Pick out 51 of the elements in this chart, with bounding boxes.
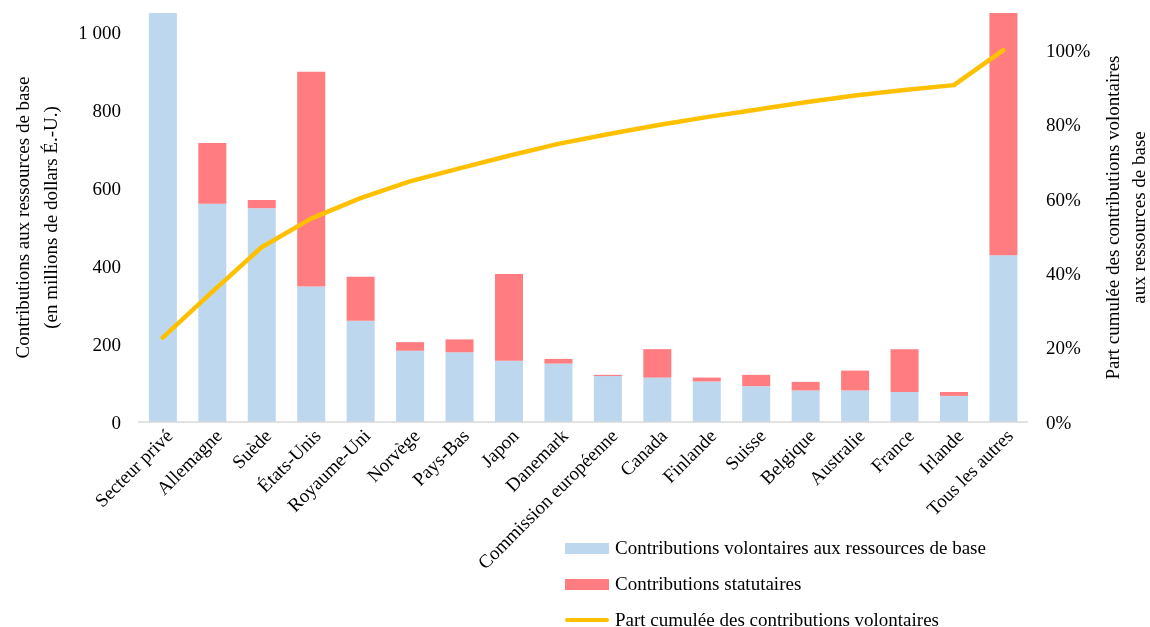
bar	[742, 374, 771, 387]
bar	[890, 349, 919, 393]
bar	[791, 381, 820, 391]
legend-label: Contributions statutaires	[615, 573, 802, 595]
bar	[297, 286, 326, 422]
y2-tick-label: 0%	[1046, 411, 1072, 433]
y-tick-label: 0	[111, 411, 121, 433]
bar	[148, 13, 177, 422]
bar	[643, 349, 672, 378]
bar	[989, 255, 1018, 422]
y-tick-label: 200	[92, 333, 121, 355]
y-tick-label: 1 000	[78, 22, 121, 44]
bar	[198, 143, 227, 204]
bar	[396, 350, 425, 422]
bar	[247, 208, 276, 422]
bar	[939, 392, 968, 396]
bar	[890, 392, 919, 422]
bar	[445, 339, 474, 353]
bar	[989, 13, 1018, 256]
legend-label: Part cumulée des contributions volontaires	[615, 609, 939, 627]
bar	[544, 363, 573, 422]
y-tick-label: 600	[92, 178, 121, 200]
bar	[791, 390, 820, 422]
bar	[346, 276, 375, 321]
bar	[494, 360, 523, 422]
legend-label: Contributions volontaires aux ressources de base	[615, 537, 986, 559]
y-axis-title: Contributions aux ressources de base (en millions de dollars É.-U.)	[11, 76, 62, 359]
y2-axis-title: Part cumulée des contributions volontaires aux ressources de base	[1101, 55, 1149, 380]
y-tick-label: 800	[92, 100, 121, 122]
bar	[297, 71, 326, 287]
bar	[445, 352, 474, 422]
bar	[742, 386, 771, 422]
bar	[939, 395, 968, 422]
bar	[247, 199, 276, 209]
bar	[494, 273, 523, 361]
bar	[396, 342, 425, 351]
bar	[593, 376, 622, 422]
y2-tick-label: 100%	[1046, 39, 1091, 61]
y-tick-label: 400	[92, 255, 121, 277]
y2-tick-label: 80%	[1046, 114, 1081, 136]
bar	[198, 203, 227, 422]
bar	[841, 390, 870, 422]
bar	[841, 370, 870, 391]
bar	[544, 358, 573, 364]
bar	[346, 320, 375, 422]
bar	[643, 377, 672, 422]
bar	[692, 381, 721, 422]
y2-tick-label: 40%	[1046, 263, 1081, 285]
y2-tick-label: 20%	[1046, 337, 1081, 359]
y2-tick-label: 60%	[1046, 188, 1081, 210]
line-series	[160, 47, 1006, 340]
